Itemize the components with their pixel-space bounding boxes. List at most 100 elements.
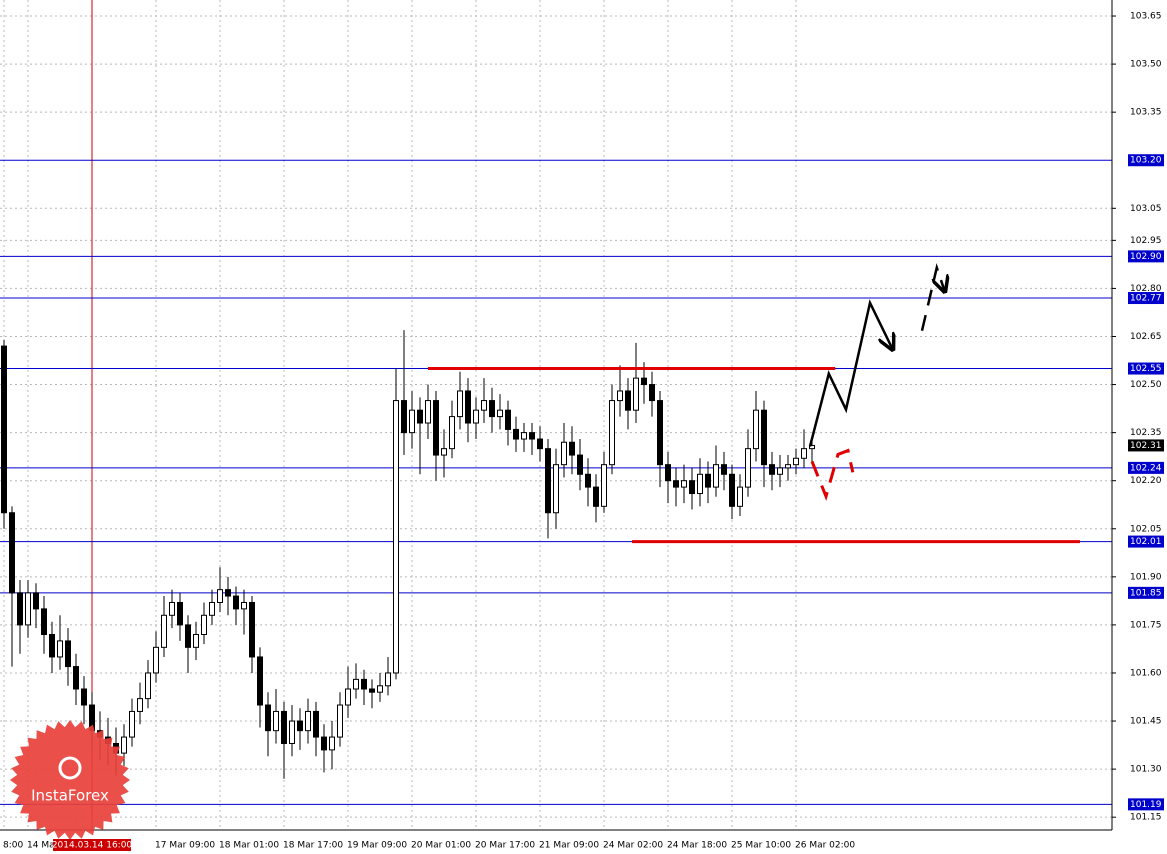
candle-body bbox=[361, 678, 367, 690]
candle-body bbox=[449, 416, 455, 450]
drawing bbox=[808, 299, 893, 447]
candle-body bbox=[129, 710, 135, 738]
candle-body bbox=[737, 486, 743, 507]
y-tick-label: 102.35 bbox=[1130, 428, 1162, 438]
candle-body bbox=[473, 409, 479, 424]
y-tick-label: 103.65 bbox=[1130, 12, 1162, 22]
candle-body bbox=[305, 710, 311, 732]
level-label-box bbox=[1128, 461, 1164, 474]
candle-body bbox=[761, 409, 767, 466]
candle-body bbox=[553, 464, 559, 514]
candle-body bbox=[753, 409, 759, 450]
candle-body bbox=[17, 592, 23, 626]
candle-body bbox=[145, 672, 151, 700]
level-label-box bbox=[1128, 250, 1164, 263]
candle-body bbox=[369, 688, 375, 693]
watermark-badge bbox=[10, 720, 130, 840]
level-label-box bbox=[1128, 535, 1164, 548]
candle-body bbox=[497, 409, 503, 418]
level-label-box bbox=[1128, 362, 1164, 375]
candle-body bbox=[681, 480, 687, 488]
y-tick-label: 101.15 bbox=[1130, 813, 1162, 823]
x-tick-label: 24 Mar 02:00 bbox=[603, 841, 663, 851]
candle-body bbox=[785, 464, 791, 469]
candle-body bbox=[201, 614, 207, 636]
level-label: 101.19 bbox=[1130, 800, 1162, 810]
y-tick-label: 102.80 bbox=[1130, 284, 1162, 294]
price-label-box bbox=[1128, 439, 1164, 452]
candle-body bbox=[625, 390, 631, 411]
level-label-box bbox=[1128, 154, 1164, 167]
y-tick-label: 103.35 bbox=[1130, 108, 1162, 118]
y-tick-label: 102.05 bbox=[1130, 524, 1162, 534]
candle-body bbox=[345, 688, 351, 706]
candle-body bbox=[561, 441, 567, 466]
candle-body bbox=[537, 438, 543, 450]
y-tick-label: 101.30 bbox=[1130, 765, 1162, 775]
candle-body bbox=[633, 377, 639, 411]
candle-body bbox=[545, 448, 551, 514]
level-label: 102.55 bbox=[1130, 364, 1162, 374]
candle-body bbox=[465, 390, 471, 424]
x-tick-label: 20 Mar 01:00 bbox=[411, 841, 471, 851]
candle-body bbox=[217, 589, 223, 603]
level-label: 102.24 bbox=[1130, 463, 1162, 473]
candle-body bbox=[73, 666, 79, 690]
candle-body bbox=[713, 464, 719, 488]
candle-body bbox=[9, 512, 15, 594]
x-highlight-box bbox=[53, 839, 131, 851]
candle-body bbox=[521, 432, 527, 440]
candle-body bbox=[385, 672, 391, 687]
level-label: 102.01 bbox=[1130, 537, 1162, 547]
candle-body bbox=[649, 384, 655, 402]
y-tick-label: 101.90 bbox=[1130, 572, 1162, 582]
candle-body bbox=[257, 656, 263, 706]
candle-body bbox=[641, 377, 647, 386]
candle-body bbox=[721, 464, 727, 475]
candle-body bbox=[793, 457, 799, 466]
candle-body bbox=[441, 448, 447, 456]
candle-body bbox=[489, 400, 495, 418]
y-tick-label: 101.75 bbox=[1130, 620, 1162, 630]
candle-body bbox=[529, 432, 535, 440]
candle-body bbox=[225, 589, 231, 597]
candle-body bbox=[585, 473, 591, 488]
candle-body bbox=[137, 698, 143, 712]
candle-body bbox=[705, 473, 711, 488]
candle-body bbox=[425, 400, 431, 424]
candle-body bbox=[185, 624, 191, 648]
candle-body bbox=[801, 448, 807, 459]
candle-body bbox=[697, 473, 703, 495]
x-highlight-label: 2014.03.14 16:00 bbox=[52, 841, 133, 851]
x-tick-label: 18 Mar 01:00 bbox=[219, 841, 279, 851]
price-label: 102.31 bbox=[1130, 441, 1162, 451]
candle-body bbox=[457, 390, 463, 418]
drawing bbox=[810, 448, 855, 502]
x-tick-label: 20 Mar 17:00 bbox=[475, 841, 535, 851]
level-label: 102.77 bbox=[1130, 294, 1162, 304]
y-tick-label: 101.45 bbox=[1130, 717, 1162, 727]
candle-body bbox=[769, 464, 775, 475]
x-tick-label: 21 Mar 09:00 bbox=[539, 841, 599, 851]
y-tick-label: 102.20 bbox=[1130, 476, 1162, 486]
candle-body bbox=[313, 710, 319, 738]
candle-body bbox=[1, 345, 7, 514]
candle-body bbox=[609, 400, 615, 466]
level-label: 103.20 bbox=[1130, 156, 1162, 166]
candle-body bbox=[273, 710, 279, 732]
candle-body bbox=[41, 608, 47, 636]
drawing bbox=[920, 263, 945, 332]
candle-body bbox=[393, 400, 399, 674]
level-label-box bbox=[1128, 798, 1164, 811]
level-label: 102.90 bbox=[1130, 252, 1162, 262]
candle-body bbox=[321, 736, 327, 751]
candle-body bbox=[57, 640, 63, 658]
candle-body bbox=[673, 480, 679, 488]
candle-body bbox=[25, 592, 31, 626]
watermark-icon bbox=[58, 756, 82, 780]
x-tick-label: 18 Mar 17:00 bbox=[283, 841, 343, 851]
x-tick-label: 17 Mar 09:00 bbox=[155, 841, 215, 851]
candle-body bbox=[233, 595, 239, 610]
